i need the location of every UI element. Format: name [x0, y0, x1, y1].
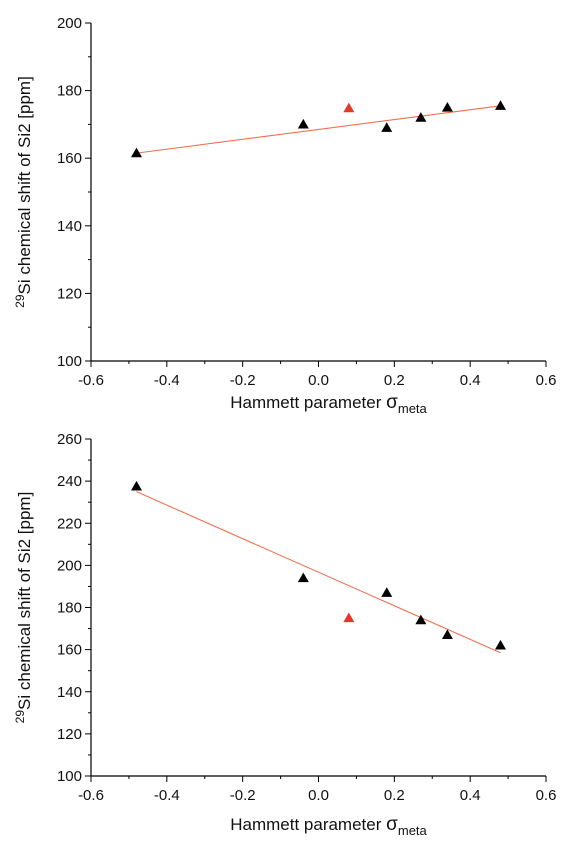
x-tick-label: -0.2 — [230, 787, 256, 804]
y-axis-title: 29Si chemical shift of Si2 [ppm] — [13, 76, 34, 308]
x-tick-label: -0.2 — [230, 372, 256, 389]
y-tick-label: 120 — [57, 726, 82, 743]
x-tick-label: 0.6 — [536, 787, 557, 804]
x-tick-label: 0.4 — [460, 787, 481, 804]
y-tick-label: 100 — [57, 353, 82, 370]
y-tick-label: 140 — [57, 218, 82, 235]
y-tick-label: 220 — [57, 515, 82, 532]
highlight-data-point — [343, 102, 355, 113]
data-point — [297, 572, 309, 583]
y-tick-label: 100 — [57, 768, 82, 785]
data-point — [297, 118, 309, 129]
x-tick-label: -0.6 — [78, 787, 104, 804]
y-tick-label: 180 — [57, 83, 82, 100]
x-axis-title: Hammett parameter σmeta — [230, 392, 427, 416]
y-tick-label: 160 — [57, 642, 82, 659]
x-tick-label: 0.2 — [384, 372, 405, 389]
data-point — [131, 480, 142, 491]
x-tick-label: 0.4 — [460, 372, 481, 389]
data-point — [495, 100, 506, 110]
y-tick-label: 240 — [57, 473, 82, 490]
y-tick-label: 260 — [57, 431, 82, 448]
x-tick-label: 0.0 — [308, 372, 329, 389]
y-tick-label: 120 — [57, 285, 82, 302]
y-tick-label: 140 — [57, 684, 82, 701]
y-tick-label: 160 — [57, 150, 82, 167]
x-tick-label: -0.4 — [154, 787, 180, 804]
data-point — [381, 587, 393, 597]
y-axis-title: 29Si chemical shift of Si2 [ppm] — [13, 492, 34, 724]
chart-1: 100 120 140 160 180 200 -0.6 -0.4 -0.2 0.0 0.2 0.4 0… — [13, 15, 556, 416]
data-point — [495, 639, 506, 650]
x-tick-label: -0.4 — [154, 372, 180, 389]
x-tick-label: 0.2 — [384, 787, 405, 804]
y-tick-label: 200 — [57, 557, 82, 574]
data-point — [415, 614, 427, 625]
fit-line — [136, 105, 501, 154]
x-axis-title: Hammett parameter σmeta — [230, 814, 427, 838]
x-tick-label: -0.6 — [78, 372, 104, 389]
data-point — [441, 629, 453, 640]
data-point — [131, 147, 142, 158]
highlight-data-point — [343, 612, 355, 623]
fit-line — [136, 491, 501, 654]
x-tick-label: 0.0 — [308, 787, 329, 804]
data-point — [415, 112, 427, 122]
data-point — [381, 122, 393, 132]
x-tick-label: 0.6 — [536, 372, 557, 389]
y-tick-label: 180 — [57, 600, 82, 617]
chart-2: 100 120 140 160 180 200 220 240 260 -0.6 -0.4 -0.2 0… — [13, 431, 556, 838]
y-tick-label: 200 — [57, 15, 82, 32]
data-point — [441, 102, 453, 112]
